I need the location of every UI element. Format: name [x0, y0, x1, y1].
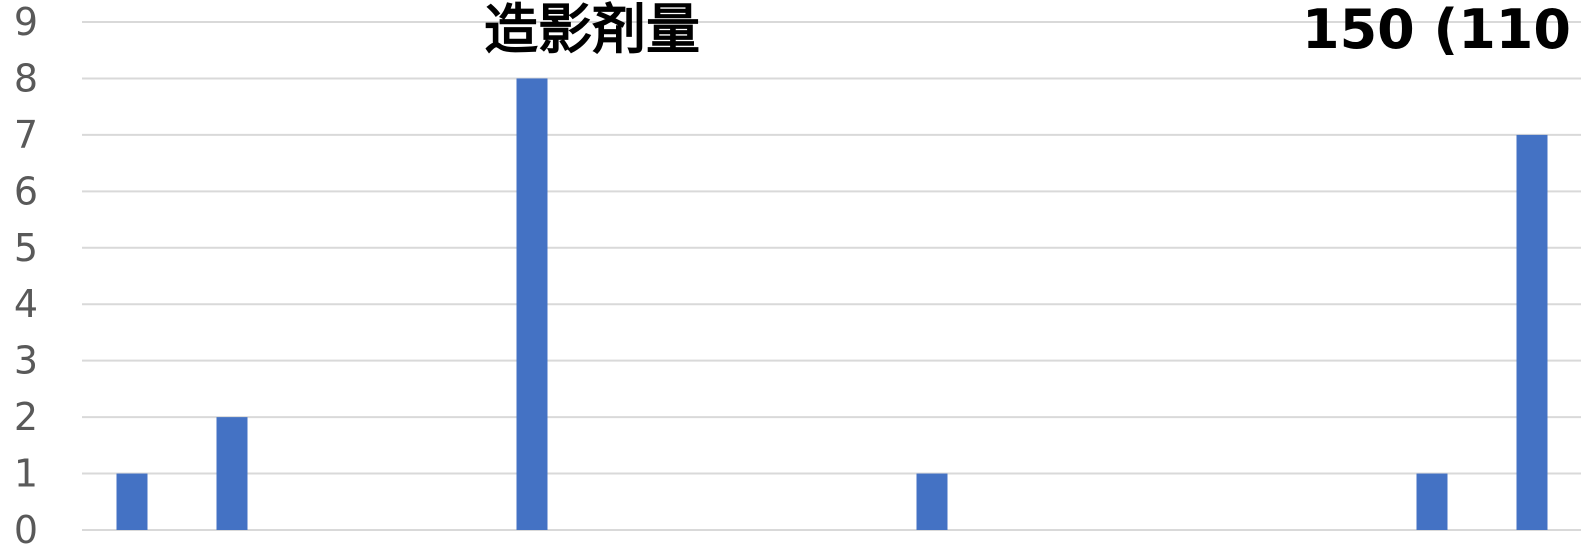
y-tick-label-7: 7	[14, 113, 38, 157]
y-tick-label-9: 9	[14, 0, 38, 44]
y-tick-label-2: 2	[14, 395, 38, 439]
y-tick-label-4: 4	[14, 282, 38, 326]
bar-5	[516, 78, 548, 530]
chart-title: 造影剤量	[484, 0, 700, 61]
bars	[116, 78, 1548, 530]
gridlines	[82, 21, 1581, 531]
bar-15	[1516, 134, 1548, 530]
bar-1	[116, 473, 148, 530]
y-tick-label-3: 3	[14, 339, 38, 383]
y-tick-label-6: 6	[14, 169, 38, 213]
y-tick-label-1: 1	[14, 452, 38, 496]
y-tick-label-8: 8	[14, 56, 38, 100]
y-tick-label-0: 0	[14, 508, 38, 552]
bar-2	[216, 417, 248, 530]
y-axis-tick-labels: 0 1 2 3 4 5 6 7 8 9	[14, 0, 38, 552]
bar-14	[1416, 473, 1448, 530]
chart-title-right-fragment: 150 (110	[1302, 0, 1571, 61]
y-tick-label-5: 5	[14, 226, 38, 270]
bar-9	[916, 473, 948, 530]
